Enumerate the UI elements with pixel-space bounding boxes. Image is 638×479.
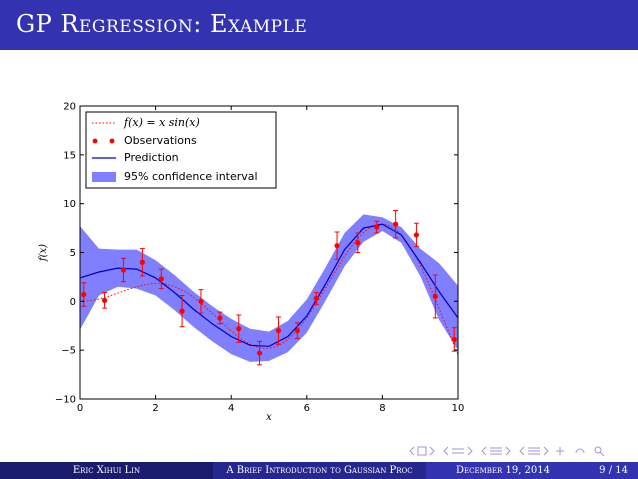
plot-content [80, 210, 458, 366]
observation-point [275, 328, 282, 334]
x-tick-label: 8 [379, 403, 385, 414]
y-tick-label: −5 [61, 346, 76, 357]
observation-point [294, 328, 300, 334]
footer-page-number: 9 / 14 [599, 465, 628, 476]
observation-point [120, 267, 127, 273]
nav-section-icon [490, 447, 502, 455]
nav-undo-icon[interactable] [575, 448, 585, 454]
confidence-band [80, 214, 458, 362]
y-tick-label: 15 [63, 150, 76, 161]
nav-frame-icon [417, 446, 427, 456]
x-tick-label: 2 [152, 403, 158, 414]
legend-label: f(x) = x sin(x) [123, 116, 200, 129]
legend: f(x) = x sin(x) Observations Prediction 95%… [85, 111, 277, 189]
legend-label: Observations [124, 134, 197, 147]
footer-date: December 19, 2014 [456, 465, 550, 476]
observation-point [158, 276, 164, 282]
nav-search-icon[interactable] [594, 446, 602, 454]
observation-point [313, 295, 319, 302]
y-tick-label: 0 [70, 297, 76, 308]
observation-point [81, 291, 87, 298]
nav-search-handle-icon [599, 451, 605, 457]
observation-point [374, 224, 380, 230]
y-tick-label: −10 [55, 395, 76, 406]
nav-subsection-icon [452, 448, 464, 454]
x-tick-label: 6 [304, 403, 310, 414]
nav-prev-page-icon[interactable] [519, 446, 525, 456]
observation-point [101, 297, 108, 303]
y-tick-label: 10 [63, 199, 76, 210]
legend-box [85, 111, 277, 189]
nav-next-page-icon[interactable] [543, 446, 549, 456]
y-tick-label: 20 [63, 102, 76, 113]
legend-swatch-confidence [92, 172, 116, 182]
y-axis-label: f(x) [38, 244, 49, 262]
legend-swatch-observations [109, 138, 115, 144]
observation-point [432, 293, 438, 300]
legend-swatch-observations [92, 138, 98, 144]
beamer-navigation-symbols[interactable] [408, 444, 638, 458]
observation-point [236, 326, 242, 332]
nav-prev-frame-icon[interactable] [409, 446, 415, 456]
observation-point [179, 308, 185, 314]
footer-date-page: December 19, 2014 9 / 14 [426, 462, 638, 479]
x-tick-label: 0 [77, 403, 83, 414]
x-tick-label: 4 [228, 403, 234, 414]
x-axis-label: x [266, 412, 272, 423]
footer-short-title: A Brief Introduction to Gaussian Proc [213, 462, 426, 479]
slide-title: GP Regression: Example [16, 10, 308, 38]
nav-next-frame-icon[interactable] [429, 446, 435, 456]
footer-author: Eric Xihui Lin [0, 462, 213, 479]
observation-point [198, 298, 204, 304]
y-tick-label: 5 [70, 248, 76, 259]
observation-point [355, 240, 361, 246]
nav-page-icon [528, 447, 540, 455]
x-tick-label: 10 [452, 403, 465, 414]
observation-point [413, 232, 420, 238]
legend-label: 95% confidence interval [124, 170, 258, 183]
observation-point [217, 315, 223, 321]
prediction-line [80, 223, 458, 347]
nav-appendix-icon[interactable] [556, 447, 564, 455]
observation-point [334, 243, 340, 249]
observation-point [393, 221, 399, 227]
observation-point [139, 259, 145, 265]
legend-label: Prediction [124, 151, 179, 164]
observation-point [256, 350, 263, 356]
true-function-line [80, 223, 458, 355]
nav-next-subsection-icon[interactable] [467, 446, 473, 456]
nav-prev-section-icon[interactable] [481, 446, 487, 456]
nav-prev-subsection-icon[interactable] [443, 446, 449, 456]
slide-title-bar: GP Regression: Example [0, 0, 638, 50]
slide-footer: Eric Xihui Lin A Brief Introduction to G… [0, 462, 638, 479]
observation-point [451, 336, 457, 343]
nav-next-section-icon[interactable] [505, 446, 511, 456]
